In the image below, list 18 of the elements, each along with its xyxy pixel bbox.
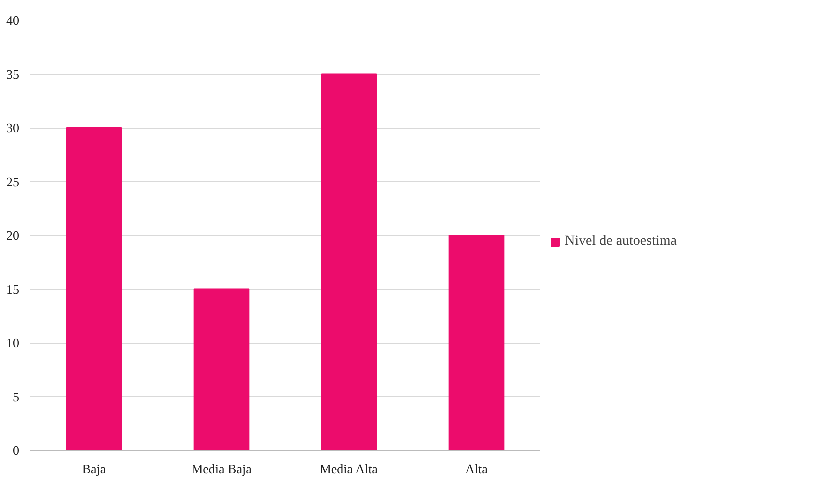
y-tick-label: 35: [6, 66, 20, 82]
legend-label: Nivel de autoestima: [565, 234, 677, 250]
bar: [194, 288, 250, 450]
y-tick-label: 25: [6, 174, 20, 190]
x-tick-label: Alta: [466, 462, 488, 476]
x-tick-label: Baja: [82, 462, 106, 476]
y-tick-label: 0: [13, 443, 20, 458]
y-tick-label: 5: [13, 389, 20, 404]
x-tick-label: Media Alta: [320, 462, 378, 476]
y-tick-label: 40: [6, 13, 20, 28]
y-tick-label: 20: [6, 228, 20, 243]
y-tick-label: 10: [6, 336, 20, 350]
y-tick-label: 30: [6, 120, 20, 136]
bar: [66, 128, 122, 450]
y-tick-label: 15: [6, 282, 20, 297]
bar: [448, 235, 505, 450]
x-tick-label: Media Baja: [192, 462, 252, 476]
bar: [321, 74, 378, 450]
